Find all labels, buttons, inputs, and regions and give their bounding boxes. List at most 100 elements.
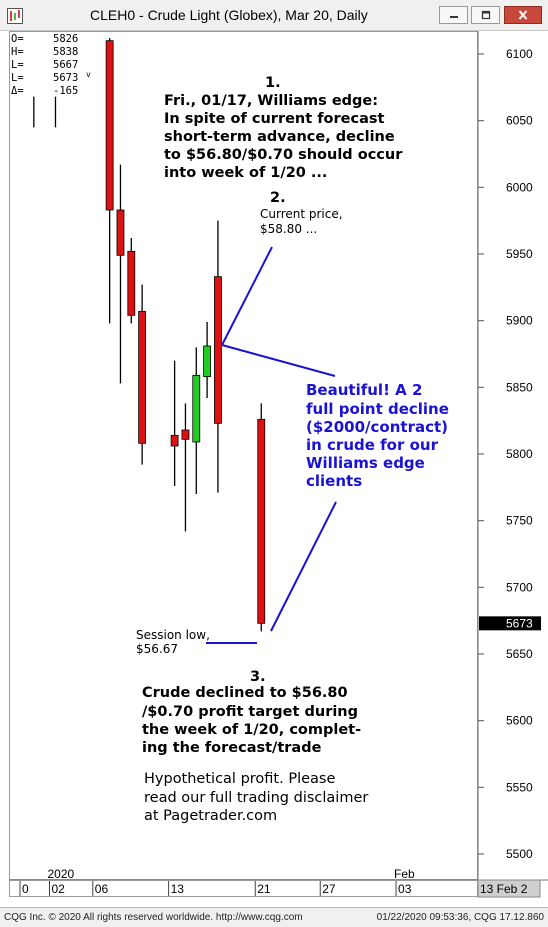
ohlc-last-label: L= [11,72,24,84]
time-tick-label: 06 [95,882,109,896]
minimize-button[interactable] [439,6,468,24]
result-note-line: /$0.70 profit target during [142,704,358,720]
current-price-label: 5673 [506,616,533,630]
session-low-line: Session low, [136,628,210,642]
ohlc-last-value: 5673 [53,72,78,84]
time-tick-label: 0 [22,882,29,896]
period-label: 2020 [47,867,74,881]
result-note-line: ing the forecast/trade [142,740,322,756]
forecast-note-line: into week of 1/20 ... [164,165,327,181]
candle-body-down [214,276,222,424]
result-note: 3. Crude declined to $56.80 /$0.70 profi… [142,669,361,756]
forecast-note-line: to $56.80/$0.70 should occur [164,147,403,163]
session-low-pointer-line [270,501,337,632]
price-tick-label: 5900 [506,314,533,328]
session-low-note: Session low, $56.67 [136,628,210,656]
cqg-chart-icon [7,8,23,24]
current-price-box [479,616,541,631]
forecast-note-line: short-term advance, decline [164,129,395,145]
price-tick-label: 6100 [506,47,533,61]
candle-body-down [138,310,147,444]
candle-body-down [257,418,266,624]
ohlc-readout: O= 5826 H= 5838 L= 5667 L= 5673 v Δ= -16… [11,33,91,97]
window-title: CLEH0 - Crude Light (Globex), Mar 20, Da… [90,7,368,23]
timestamp-text: 01/22/2020 09:53:36, CQG 17.12.860 [376,912,544,923]
price-tick-label: 5800 [506,447,533,461]
current-price-note-line: $58.80 ... [260,222,317,236]
status-bar: CQG Inc. © 2020 All rights reserved worl… [0,907,548,927]
candle-body-down [181,429,190,440]
candle-body-up [192,374,201,443]
close-icon [518,10,528,20]
price-tick-label: 6000 [506,180,533,194]
candle-body-up [203,345,212,378]
price-tick-label: 5750 [506,514,533,528]
copyright-text: CQG Inc. © 2020 All rights reserved worl… [4,912,303,923]
candlestick-series [33,38,266,632]
result-note-line: Crude declined to $56.80 [142,685,348,701]
close-button[interactable] [504,6,542,24]
result-note-line: the week of 1/20, complet- [142,722,361,738]
ohlc-change-label: Δ= [11,85,24,97]
time-tick-label: 03 [398,882,412,896]
period-label: Feb [394,867,415,881]
time-tick-label: 27 [322,882,336,896]
result-note-number: 3. [250,669,266,685]
price-tick-label: 5850 [506,380,533,394]
candle-body-down [127,250,136,316]
maximize-button[interactable] [471,6,500,24]
beautiful-pointer-line [221,344,336,377]
ohlc-high-value: 5838 [53,46,78,58]
ohlc-low-label: L= [11,59,24,71]
price-chart[interactable]: 6100 6050 6000 5950 5900 5850 5800 5750 5700 5650… [0,31,548,907]
disclaimer-line: at Pagetrader.com [144,808,277,824]
ohlc-high-label: H= [11,46,24,58]
forecast-note: 1. Fri., 01/17, Williams edge: In spite … [164,75,403,181]
decline-callout-line: ($2000/contract) [306,418,448,436]
price-tick-label: 6050 [506,114,533,128]
decline-callout-line: full point decline [306,400,449,418]
time-tick-label: 02 [51,882,65,896]
time-axis-ticks [19,881,397,896]
time-tick-label: 13 [171,882,185,896]
scroll-date-button[interactable] [477,879,541,898]
price-tick-label: 5600 [506,714,533,728]
current-price-note-line: Current price, [260,207,343,221]
ohlc-open-label: O= [11,33,24,45]
ohlc-low-value: 5667 [53,59,78,71]
price-tick-label: 5950 [506,247,533,261]
price-axis-labels: 6100 6050 6000 5950 5900 5850 5800 5750 5700 5650… [506,47,533,861]
disclaimer-line: read our full trading disclaimer [144,790,368,806]
ohlc-last-suffix: v [86,70,91,79]
current-price-pointer-line [221,246,273,346]
price-tick-label: 5500 [506,847,533,861]
decline-callout: Beautiful! A 2 full point decline ($2000… [306,381,449,490]
session-low-line: $56.67 [136,642,178,656]
forecast-note-line: In spite of current forecast [164,111,384,127]
maximize-icon [481,10,490,20]
current-price-note-number: 2. [270,190,286,206]
time-axis-labels: 0 02 06 13 21 27 03 [22,882,412,896]
scroll-date-label: 13 Feb 2 [480,882,528,896]
time-tick-label: 21 [257,882,271,896]
candle-body-down [105,40,114,211]
disclaimer-line: Hypothetical profit. Please [144,771,335,787]
current-price-note: 2. Current price, $58.80 ... [260,190,343,236]
disclaimer-note: Hypothetical profit. Please read our ful… [144,771,368,824]
time-axis-period-labels: 2020 Feb [47,867,415,881]
ohlc-change-value: -165 [53,85,78,97]
price-axis [478,31,548,880]
title-bar[interactable]: CLEH0 - Crude Light (Globex), Mar 20, Da… [0,0,548,31]
decline-callout-line: Beautiful! A 2 [306,381,422,399]
candle-body-down [116,209,125,256]
annotation-lines [206,246,337,644]
price-tick-label: 5550 [506,780,533,794]
current-price-marker: 5673 [479,616,541,631]
plot-area[interactable] [9,31,478,880]
forecast-note-number: 1. [265,75,281,91]
decline-callout-line: clients [306,472,362,490]
price-axis-ticks [478,53,484,855]
forecast-note-line: Fri., 01/17, Williams edge: [164,93,378,109]
decline-callout-line: Williams edge [306,454,425,472]
